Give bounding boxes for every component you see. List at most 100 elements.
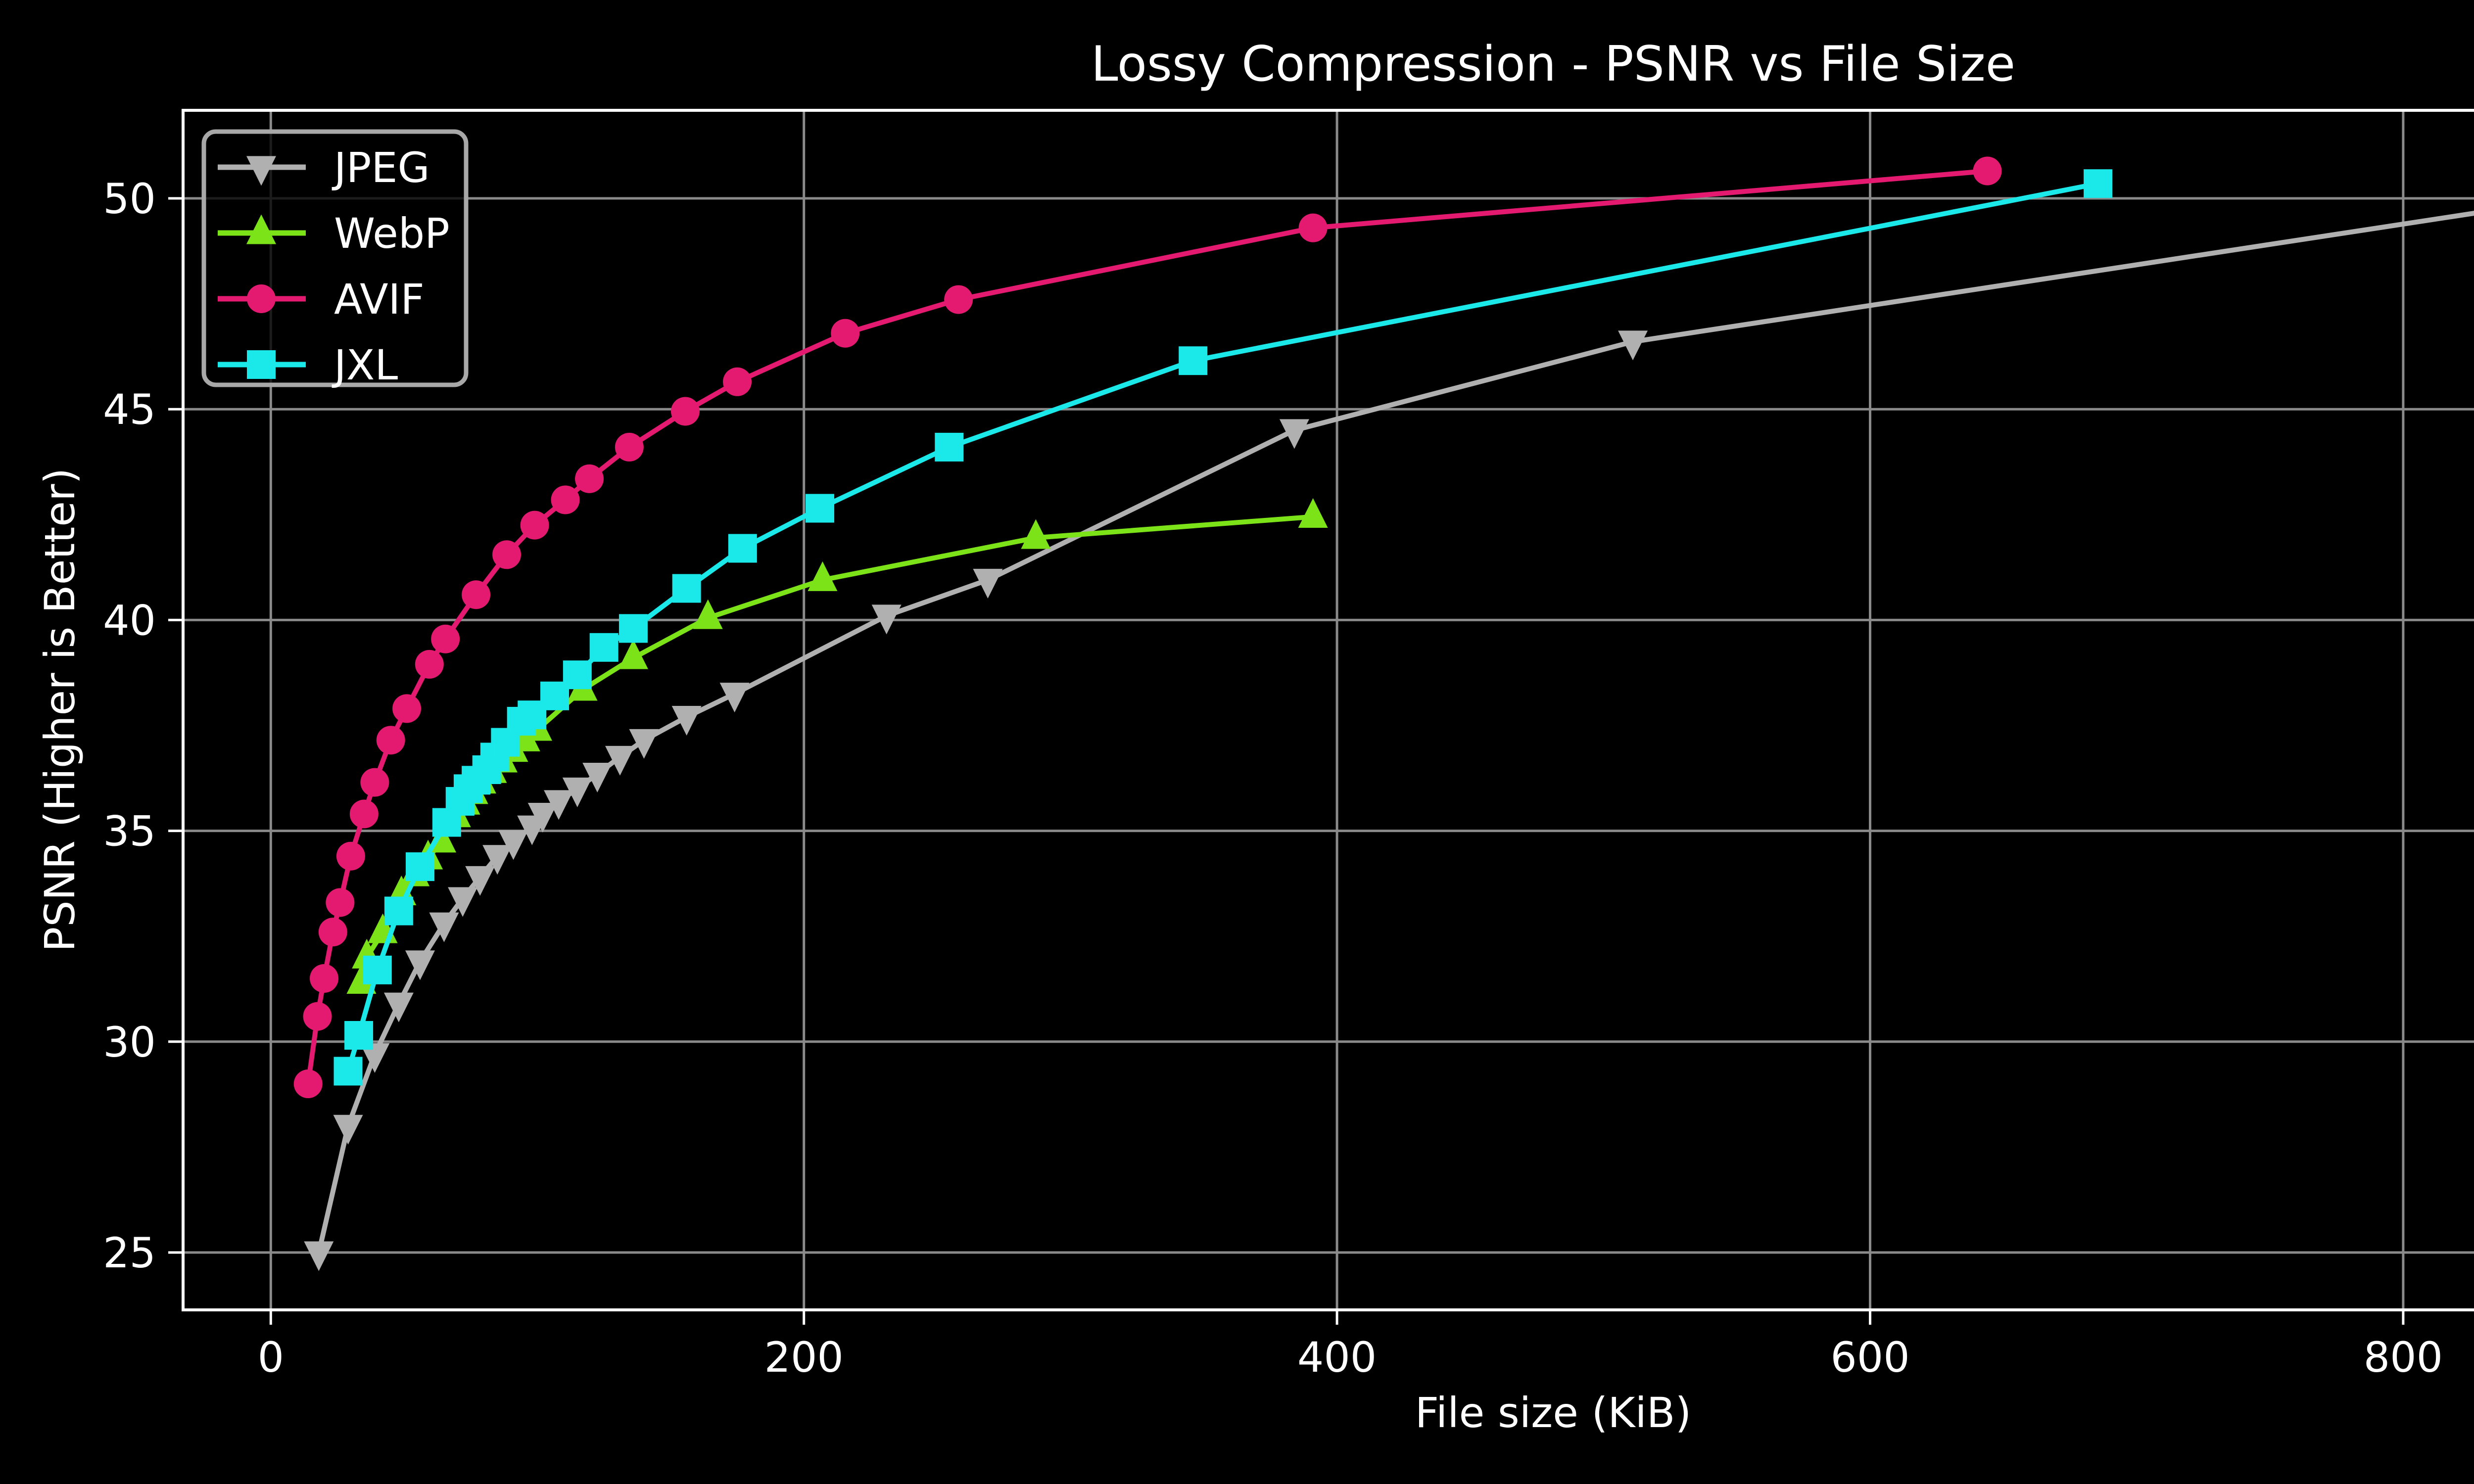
series-avif bbox=[293, 156, 2002, 1099]
data-point bbox=[544, 790, 574, 820]
legend-label: WebP bbox=[334, 209, 450, 258]
data-point bbox=[384, 896, 413, 926]
y-tick-label: 45 bbox=[103, 385, 156, 434]
data-point bbox=[618, 639, 648, 669]
data-point bbox=[392, 694, 422, 723]
data-point bbox=[405, 852, 434, 881]
data-point bbox=[831, 319, 860, 348]
data-series bbox=[293, 156, 2474, 1271]
data-point bbox=[293, 1069, 323, 1099]
data-point bbox=[589, 633, 618, 662]
data-point bbox=[973, 568, 1003, 599]
data-point bbox=[693, 599, 723, 629]
data-point bbox=[304, 1241, 334, 1271]
y-tick-label: 50 bbox=[103, 175, 156, 223]
data-point bbox=[719, 683, 750, 713]
data-point bbox=[492, 540, 522, 569]
data-point bbox=[1298, 498, 1328, 528]
data-point bbox=[563, 660, 592, 690]
x-tick-label: 400 bbox=[1297, 1333, 1377, 1382]
x-tick-label: 0 bbox=[258, 1333, 284, 1382]
legend-item-webp: WebP bbox=[218, 209, 450, 258]
data-point bbox=[415, 649, 444, 679]
data-point bbox=[672, 574, 701, 603]
x-tick-label: 200 bbox=[764, 1333, 844, 1382]
legend-item-jpeg: JPEG bbox=[218, 143, 430, 192]
data-point bbox=[671, 705, 702, 736]
y-tick-label: 30 bbox=[103, 1018, 156, 1067]
series-jpeg bbox=[304, 211, 2474, 1271]
y-tick-label: 40 bbox=[103, 596, 156, 645]
data-point bbox=[333, 1114, 363, 1145]
data-point bbox=[723, 367, 752, 396]
data-point bbox=[808, 561, 838, 591]
circle-icon bbox=[247, 284, 276, 313]
y-tick-label: 35 bbox=[103, 807, 156, 856]
data-point bbox=[629, 729, 659, 759]
data-point bbox=[520, 510, 549, 540]
data-point bbox=[344, 1021, 374, 1050]
data-point bbox=[670, 397, 700, 426]
legend-label: AVIF bbox=[334, 275, 425, 324]
data-point bbox=[336, 841, 365, 871]
chart-title: Lossy Compression - PSNR vs File Size bbox=[1091, 36, 2015, 93]
data-point bbox=[618, 614, 648, 643]
data-point bbox=[360, 768, 389, 797]
data-point bbox=[405, 950, 435, 980]
data-point bbox=[465, 866, 495, 896]
legend-item-jxl: JXL bbox=[218, 341, 398, 389]
data-point bbox=[448, 887, 478, 917]
legend-box bbox=[201, 129, 469, 387]
data-point bbox=[303, 1002, 332, 1031]
data-point bbox=[318, 918, 347, 947]
legend-label: JPEG bbox=[332, 143, 430, 192]
data-point bbox=[871, 604, 902, 635]
triangle-up-icon bbox=[246, 214, 276, 244]
series-jxl bbox=[333, 169, 2113, 1086]
data-point bbox=[1973, 156, 2002, 186]
data-point bbox=[1021, 519, 1051, 549]
data-point bbox=[349, 799, 379, 829]
legend: JPEG WebP AVIF JXL bbox=[201, 129, 469, 389]
data-point bbox=[551, 485, 580, 514]
data-point bbox=[605, 745, 635, 776]
data-point bbox=[326, 888, 355, 917]
data-point bbox=[944, 285, 973, 314]
data-point bbox=[498, 830, 528, 860]
data-point bbox=[1298, 213, 1328, 242]
square-icon bbox=[247, 350, 276, 379]
data-point bbox=[2084, 169, 2113, 198]
axis-ticks: 0 200 400 600 800 25 30 35 40 45 50 bbox=[103, 175, 2443, 1382]
triangle-down-icon bbox=[246, 156, 276, 186]
y-axis-label: PSNR (Higher is Better) bbox=[36, 468, 84, 952]
data-point bbox=[429, 912, 459, 942]
data-point bbox=[310, 964, 339, 993]
x-axis-label: File size (KiB) bbox=[1415, 1389, 1691, 1437]
data-point bbox=[1618, 330, 1648, 361]
plot-frame bbox=[182, 109, 2474, 1311]
data-point bbox=[615, 432, 644, 462]
x-tick-label: 800 bbox=[2364, 1333, 2443, 1382]
data-point bbox=[1179, 346, 1208, 375]
data-point bbox=[482, 845, 513, 875]
data-point bbox=[935, 432, 964, 462]
data-point bbox=[346, 964, 377, 994]
data-point bbox=[462, 580, 491, 609]
data-point bbox=[360, 1043, 390, 1073]
y-tick-label: 25 bbox=[103, 1229, 156, 1277]
data-point bbox=[527, 803, 558, 833]
data-point bbox=[582, 763, 613, 793]
data-point bbox=[562, 777, 592, 807]
data-point bbox=[383, 992, 414, 1022]
data-point bbox=[363, 955, 392, 984]
data-point bbox=[806, 494, 835, 523]
data-point bbox=[333, 1057, 363, 1086]
data-point bbox=[575, 464, 604, 493]
data-point bbox=[376, 726, 405, 755]
data-point bbox=[431, 624, 460, 653]
legend-label: JXL bbox=[332, 341, 398, 389]
x-tick-label: 600 bbox=[1830, 1333, 1909, 1382]
legend-item-avif: AVIF bbox=[218, 275, 425, 324]
data-point bbox=[728, 534, 757, 563]
